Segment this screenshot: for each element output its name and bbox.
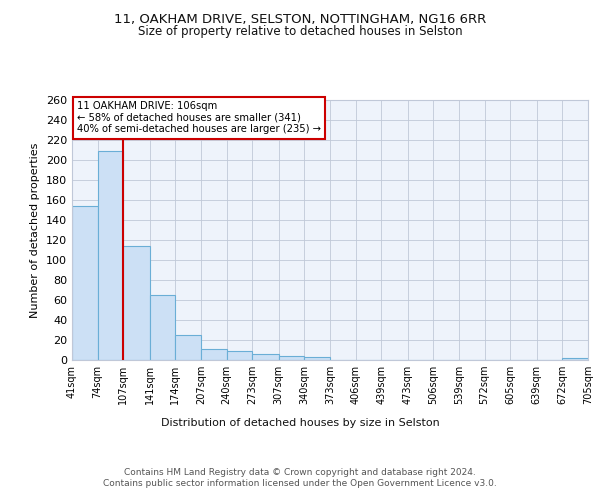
Bar bbox=[201, 349, 227, 360]
Text: 11 OAKHAM DRIVE: 106sqm
← 58% of detached houses are smaller (341)
40% of semi-d: 11 OAKHAM DRIVE: 106sqm ← 58% of detache… bbox=[77, 102, 321, 134]
Bar bbox=[123, 246, 150, 360]
Bar bbox=[72, 206, 98, 360]
Bar bbox=[150, 295, 175, 360]
Text: Contains HM Land Registry data © Crown copyright and database right 2024.
Contai: Contains HM Land Registry data © Crown c… bbox=[103, 468, 497, 487]
Bar bbox=[175, 335, 201, 360]
Y-axis label: Number of detached properties: Number of detached properties bbox=[31, 142, 40, 318]
Bar bbox=[252, 354, 279, 360]
Text: Size of property relative to detached houses in Selston: Size of property relative to detached ho… bbox=[137, 25, 463, 38]
Bar bbox=[227, 351, 252, 360]
Bar bbox=[562, 358, 588, 360]
Bar bbox=[279, 356, 304, 360]
Text: Distribution of detached houses by size in Selston: Distribution of detached houses by size … bbox=[161, 418, 439, 428]
Bar bbox=[304, 357, 330, 360]
Bar bbox=[98, 151, 123, 360]
Text: 11, OAKHAM DRIVE, SELSTON, NOTTINGHAM, NG16 6RR: 11, OAKHAM DRIVE, SELSTON, NOTTINGHAM, N… bbox=[114, 12, 486, 26]
